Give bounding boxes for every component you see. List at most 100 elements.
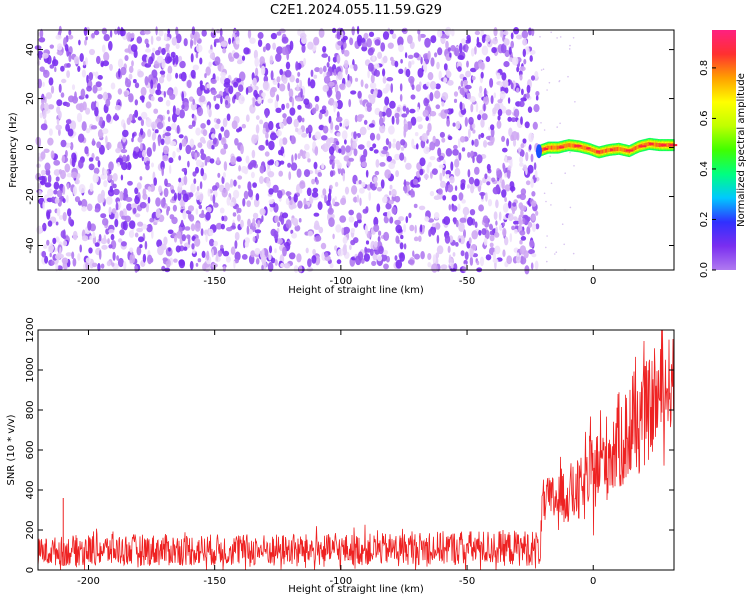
noise-speckle xyxy=(472,123,476,129)
noise-speckle xyxy=(335,140,340,146)
noise-speckle xyxy=(252,77,257,86)
noise-speckle xyxy=(88,157,94,162)
noise-speckle xyxy=(49,245,55,251)
noise-speckle xyxy=(350,90,357,95)
noise-dot xyxy=(549,155,551,158)
noise-speckle xyxy=(119,210,124,218)
noise-speckle xyxy=(166,56,173,63)
noise-speckle xyxy=(268,199,274,205)
noise-speckle xyxy=(71,84,76,91)
noise-speckle xyxy=(72,186,78,196)
noise-speckle xyxy=(388,200,394,205)
signal-peak xyxy=(558,146,564,149)
noise-speckle xyxy=(97,129,104,139)
noise-speckle xyxy=(183,246,188,251)
noise-speckle xyxy=(504,236,509,246)
noise-speckle xyxy=(405,107,410,115)
noise-speckle xyxy=(43,102,49,112)
noise-speckle xyxy=(528,132,534,143)
noise-speckle xyxy=(458,138,461,148)
noise-speckle xyxy=(510,40,514,49)
noise-speckle xyxy=(474,178,480,187)
noise-speckle xyxy=(374,39,381,46)
noise-speckle xyxy=(432,135,436,143)
noise-speckle xyxy=(437,147,442,157)
noise-speckle xyxy=(455,242,459,247)
noise-speckle xyxy=(437,47,443,56)
noise-speckle xyxy=(65,119,72,125)
noise-speckle xyxy=(467,184,470,189)
noise-speckle xyxy=(501,179,505,190)
noise-speckle xyxy=(422,109,429,118)
noise-speckle xyxy=(267,171,275,178)
noise-speckle xyxy=(142,253,147,263)
noise-speckle xyxy=(231,120,238,130)
noise-speckle xyxy=(281,212,289,219)
noise-speckle xyxy=(525,180,531,186)
noise-speckle xyxy=(314,168,318,175)
signal-cell xyxy=(604,148,607,153)
noise-speckle xyxy=(445,148,453,157)
noise-speckle xyxy=(205,66,211,76)
noise-speckle xyxy=(290,162,298,171)
noise-speckle xyxy=(85,107,91,115)
noise-speckle xyxy=(78,133,85,143)
noise-speckle xyxy=(369,82,377,90)
noise-speckle xyxy=(301,117,305,123)
noise-speckle xyxy=(105,98,111,107)
noise-speckle xyxy=(110,82,116,90)
noise-speckle xyxy=(520,209,524,218)
noise-speckle xyxy=(317,172,323,177)
noise-speckle xyxy=(516,66,520,73)
noise-speckle xyxy=(88,247,93,254)
noise-speckle xyxy=(291,232,297,239)
noise-speckle xyxy=(326,71,331,78)
noise-speckle xyxy=(172,204,177,212)
noise-speckle xyxy=(47,188,54,197)
noise-speckle xyxy=(180,219,184,227)
noise-speckle xyxy=(375,159,380,168)
noise-speckle xyxy=(187,205,195,212)
noise-speckle xyxy=(414,132,419,137)
noise-speckle xyxy=(343,49,350,57)
noise-speckle xyxy=(431,168,438,176)
noise-speckle xyxy=(494,232,500,238)
noise-speckle xyxy=(196,185,200,192)
noise-speckle xyxy=(83,27,88,36)
noise-speckle xyxy=(270,70,274,81)
noise-speckle xyxy=(217,172,221,178)
noise-speckle xyxy=(488,223,493,230)
noise-speckle xyxy=(451,28,455,37)
noise-speckle xyxy=(310,69,314,78)
noise-speckle xyxy=(413,52,420,58)
noise-speckle xyxy=(251,149,256,159)
noise-speckle xyxy=(467,37,471,43)
noise-speckle xyxy=(403,179,407,187)
noise-speckle xyxy=(36,225,43,235)
y-tick-label: 400 xyxy=(25,480,36,499)
noise-speckle xyxy=(189,138,195,148)
noise-speckle xyxy=(184,226,191,231)
noise-speckle xyxy=(188,124,193,129)
noise-speckle xyxy=(502,79,509,88)
noise-speckle xyxy=(73,56,80,65)
noise-speckle xyxy=(365,248,372,253)
noise-speckle xyxy=(190,151,196,157)
noise-speckle xyxy=(344,139,347,145)
noise-speckle xyxy=(53,169,61,176)
noise-speckle xyxy=(114,113,118,122)
noise-speckle xyxy=(280,262,285,268)
signal-cell xyxy=(583,145,585,150)
noise-speckle xyxy=(479,256,485,267)
signal-cell xyxy=(603,149,606,154)
noise-speckle xyxy=(158,76,165,84)
noise-speckle xyxy=(120,66,127,76)
noise-speckle xyxy=(153,177,157,186)
noise-speckle xyxy=(291,217,294,223)
noise-speckle xyxy=(64,44,69,52)
noise-speckle xyxy=(106,260,112,267)
noise-speckle xyxy=(160,138,165,146)
noise-speckle xyxy=(264,109,269,119)
noise-speckle xyxy=(236,78,242,83)
noise-speckle xyxy=(506,169,511,179)
